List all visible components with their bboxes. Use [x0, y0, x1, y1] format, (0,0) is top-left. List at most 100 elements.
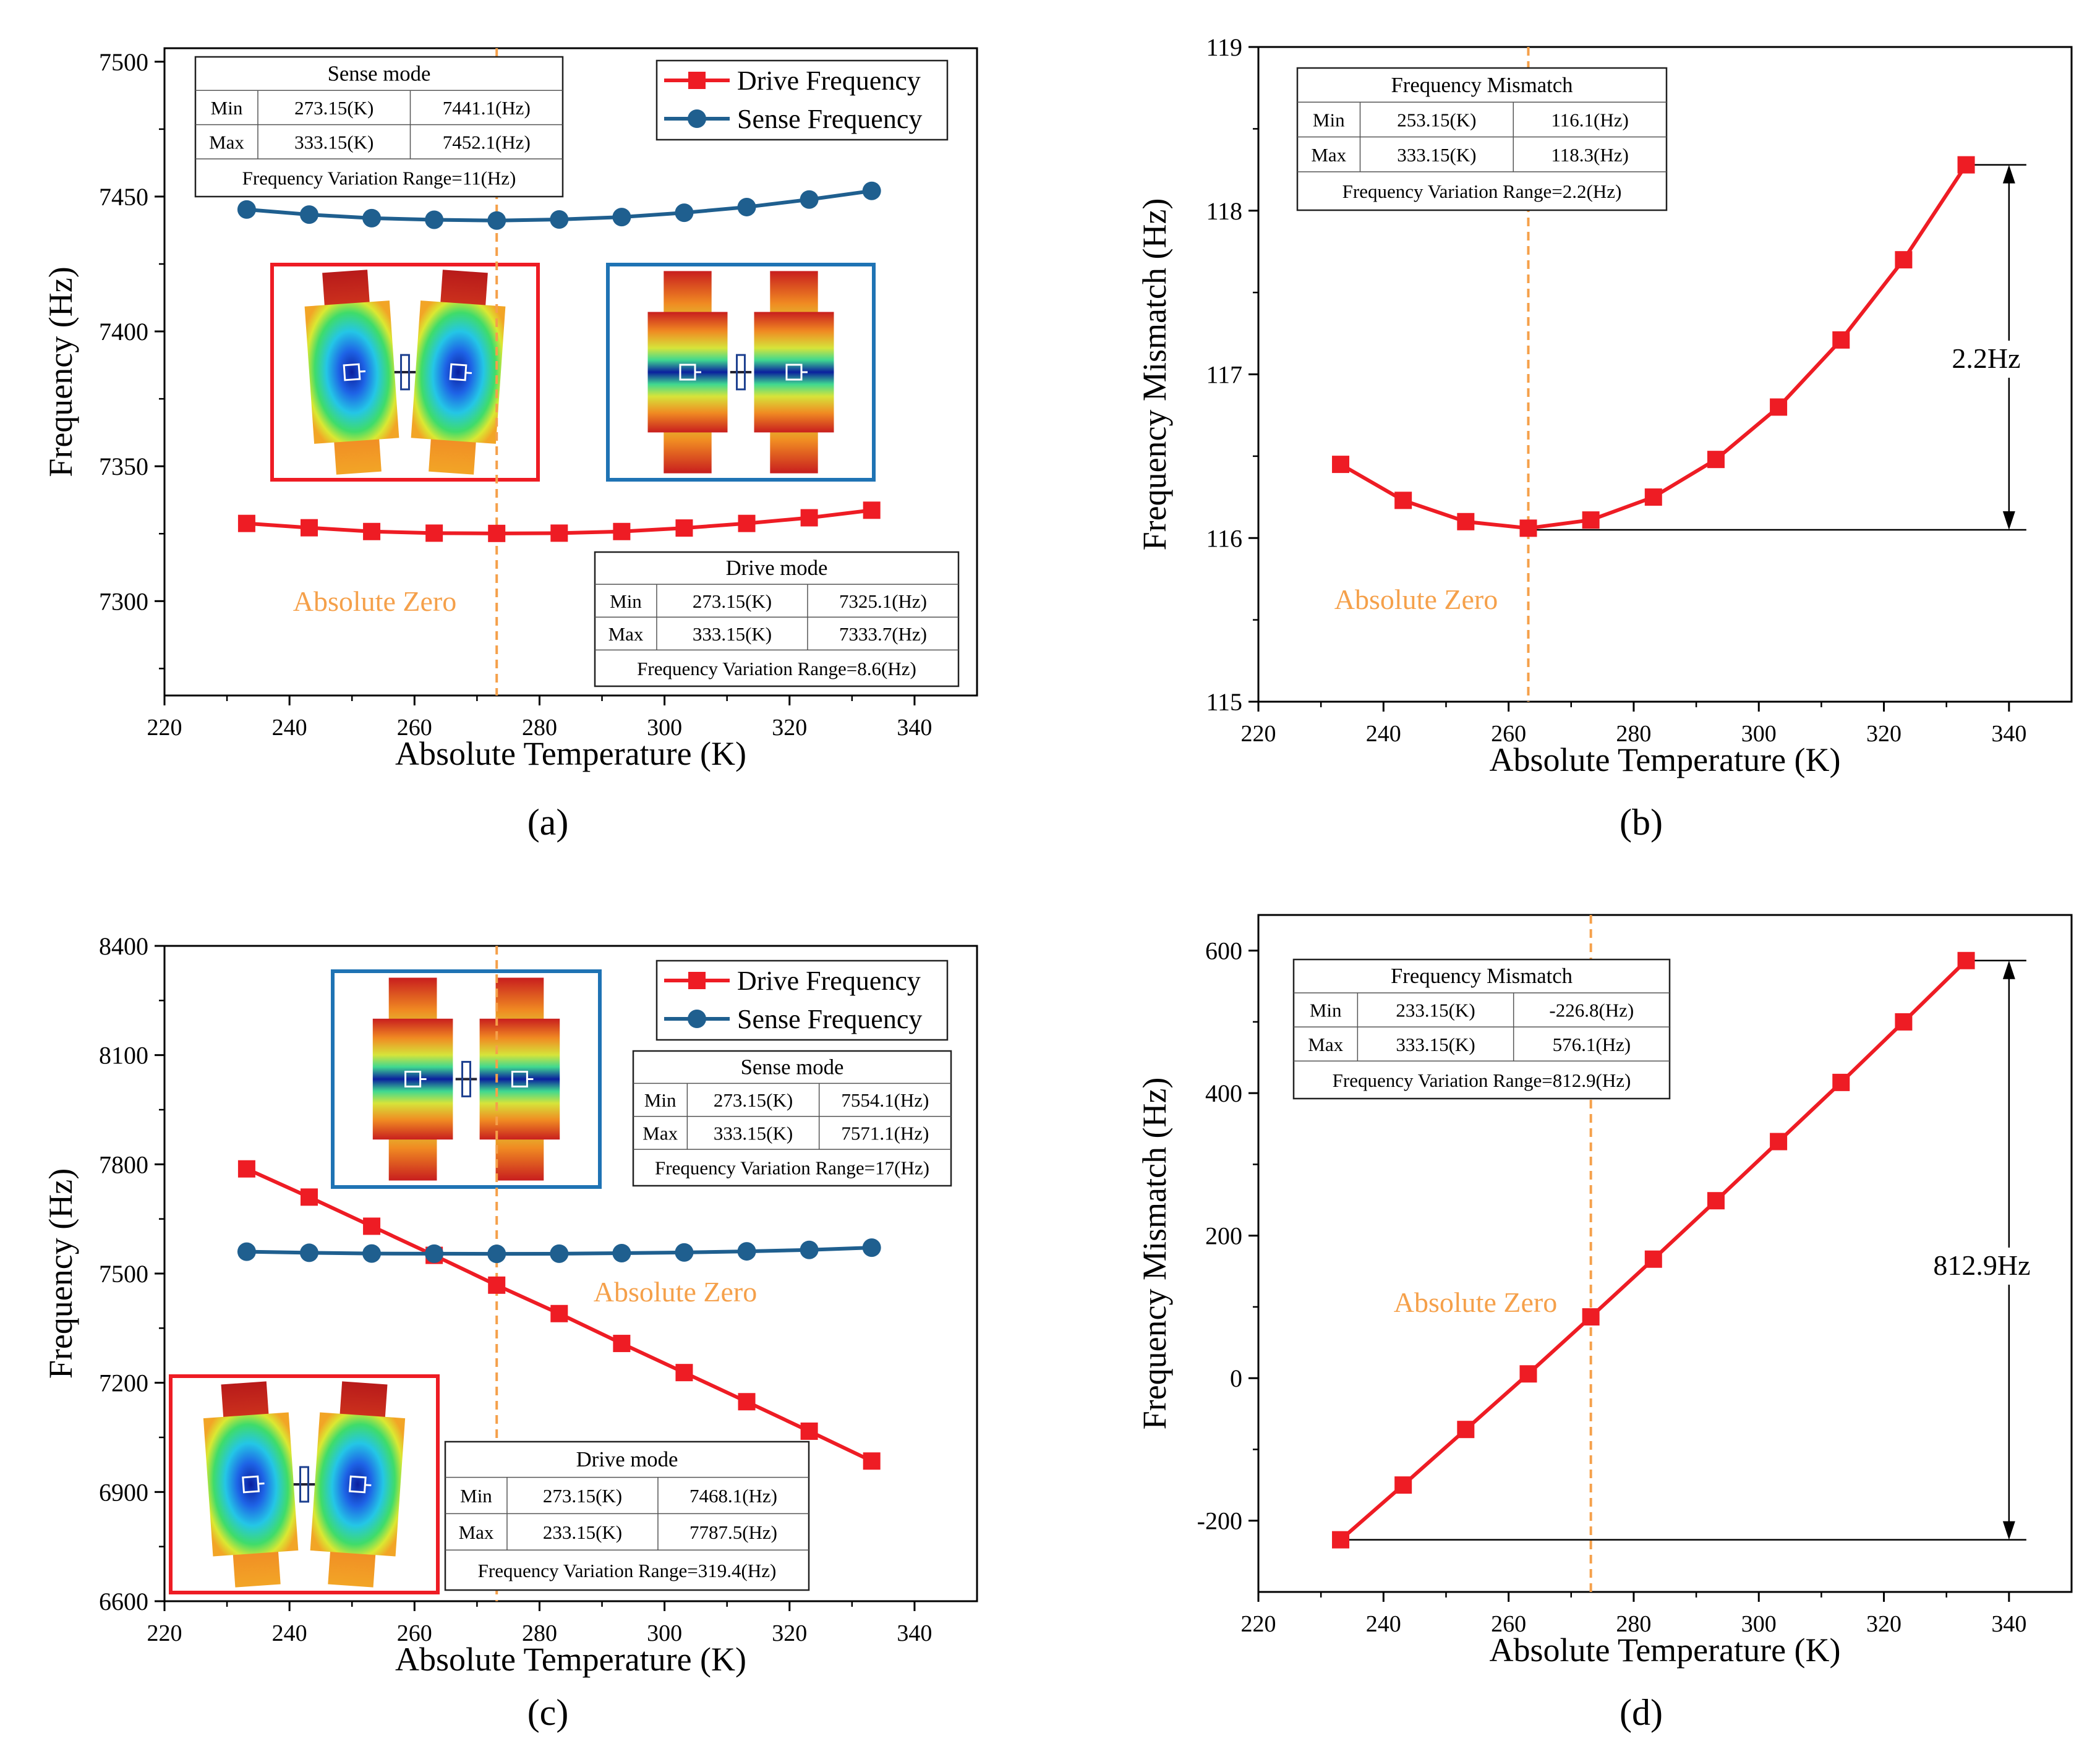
table-cell: 116.1(Hz)	[1551, 109, 1628, 131]
panel-c: 220 240 260 280 300 320 340 6600 6900 7200 7500 780…	[42, 932, 978, 1733]
table-cell: 7333.7(Hz)	[839, 623, 927, 645]
panel-label: (c)	[527, 1692, 569, 1733]
data-point	[299, 205, 318, 224]
table-cell: 333.15(K)	[1397, 144, 1476, 166]
dimension-label-bg	[1940, 341, 2033, 378]
proof-mass	[411, 270, 506, 475]
x-tick-label: 280	[522, 715, 557, 741]
data-point	[862, 1238, 881, 1257]
data-point	[550, 524, 568, 542]
panel-label: (b)	[1620, 802, 1663, 843]
data-point	[738, 1393, 756, 1411]
y-tick-label: 7400	[99, 318, 148, 346]
data-point	[1394, 491, 1412, 509]
table-cell: Min	[460, 1485, 492, 1507]
table-cell: 333.15(K)	[1396, 1034, 1475, 1055]
panel-a: 220 240 260 280 300 320 340 7300 7350 7400 7450 750…	[42, 47, 978, 843]
table-footer: Frequency Variation Range=11(Hz)	[242, 168, 516, 189]
data-point	[1957, 951, 1975, 969]
table-cell: 7554.1(Hz)	[841, 1089, 929, 1111]
y-tick-label: 115	[1206, 688, 1242, 716]
data-point	[612, 208, 631, 227]
table-frame	[1296, 67, 1668, 211]
mass-body	[754, 312, 834, 433]
mass-body	[479, 1018, 560, 1140]
x-tick-label: 260	[1491, 721, 1526, 747]
y-tick-label: 200	[1205, 1222, 1242, 1250]
data-point	[863, 501, 881, 519]
absolute-zero-label: Absolute Zero	[1394, 1287, 1557, 1318]
table-frame	[594, 551, 960, 687]
y-axis-label: Frequency Mismatch (Hz)	[1136, 198, 1173, 551]
data-point	[425, 524, 443, 542]
proof-mass	[304, 270, 399, 475]
x-tick-label: 320	[772, 715, 807, 741]
x-tick-label: 340	[897, 1620, 932, 1646]
table-cell: Max	[459, 1521, 494, 1543]
data-point	[488, 1276, 506, 1294]
x-tick-label: 260	[397, 1620, 432, 1646]
legend-label: Drive Frequency	[737, 966, 921, 996]
dimension-label: 2.2Hz	[1952, 342, 2020, 374]
data-point	[675, 519, 693, 537]
x-tick-label: 340	[897, 715, 932, 741]
table-cell: 273.15(K)	[714, 1089, 793, 1111]
table-cell: Min	[1310, 1000, 1342, 1021]
table-cell: Max	[608, 623, 644, 645]
legend-swatch-marker	[688, 109, 706, 128]
data-point	[550, 1244, 569, 1263]
anchor-stub	[359, 370, 366, 373]
data-point	[237, 1160, 255, 1178]
data-point	[737, 1242, 756, 1261]
table-cell: 273.15(K)	[543, 1485, 622, 1507]
table-footer: Frequency Variation Range=812.9(Hz)	[1333, 1070, 1631, 1091]
data-point	[863, 1452, 881, 1470]
table-footer: Frequency Variation Range=319.4(Hz)	[478, 1560, 777, 1581]
mass-body	[304, 300, 399, 444]
y-tick-label: -200	[1197, 1507, 1242, 1535]
data-point	[363, 1217, 381, 1235]
data-point	[363, 522, 381, 540]
x-tick-label: 240	[272, 715, 307, 741]
data-point	[237, 200, 256, 219]
plot-frame	[163, 47, 978, 697]
table-cell: 7452.1(Hz)	[443, 131, 531, 153]
data-point	[1457, 513, 1475, 530]
proof-mass	[754, 271, 834, 474]
x-tick-label: 300	[1741, 1611, 1777, 1637]
y-tick-label: 7350	[99, 453, 148, 480]
data-point	[800, 509, 818, 527]
data-point	[362, 1244, 382, 1263]
y-tick-label: 6600	[99, 1588, 148, 1615]
panel-label: (d)	[1620, 1692, 1663, 1733]
dimension-label: 812.9Hz	[1933, 1249, 2030, 1281]
data-point	[299, 1243, 318, 1262]
data-point	[613, 1335, 631, 1353]
y-tick-label: 7300	[99, 587, 148, 615]
data-point	[1707, 451, 1725, 469]
x-tick-label: 340	[1991, 1611, 2026, 1637]
mass-body	[203, 1412, 299, 1557]
table-cell: Min	[610, 590, 642, 612]
y-tick-label: 7200	[99, 1369, 148, 1397]
table-cell: 233.15(K)	[1396, 1000, 1475, 1021]
table-cell: 273.15(K)	[693, 590, 772, 612]
data-point	[1770, 1133, 1788, 1151]
x-tick-label: 240	[1366, 721, 1401, 747]
x-tick-label: 240	[1366, 1611, 1401, 1637]
coupling-spring	[461, 1061, 471, 1097]
table-cell: Min	[644, 1089, 677, 1111]
data-point	[1770, 398, 1788, 416]
data-point	[613, 522, 631, 540]
data-point	[1644, 1250, 1662, 1268]
table-cell: 7468.1(Hz)	[689, 1485, 777, 1507]
data-point	[488, 524, 506, 542]
coupling-spring	[736, 354, 746, 391]
x-tick-label: 260	[397, 715, 432, 741]
data-point	[1707, 1192, 1725, 1210]
data-point	[300, 1188, 318, 1206]
y-tick-label: 8400	[99, 932, 148, 960]
data-point	[1332, 456, 1350, 474]
table-cell: Max	[1308, 1034, 1343, 1055]
x-tick-label: 280	[522, 1620, 557, 1646]
